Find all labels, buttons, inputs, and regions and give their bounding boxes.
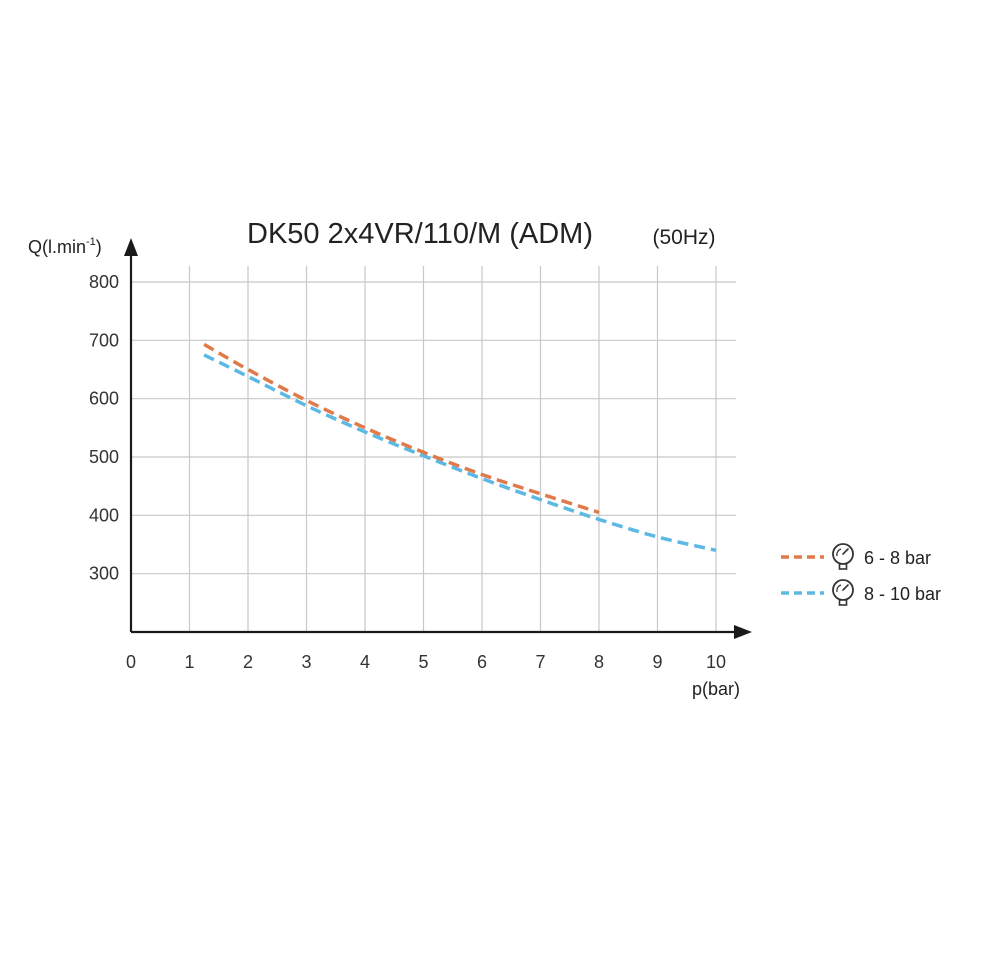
- pressure-gauge-icon: [832, 543, 854, 570]
- y-tick-label: 300: [89, 564, 119, 584]
- y-axis-label-close: ): [96, 237, 102, 257]
- y-axis-arrow: [124, 238, 138, 256]
- y-tick-label: 500: [89, 447, 119, 467]
- series: [203, 342, 717, 553]
- x-tick-label: 8: [594, 652, 604, 672]
- x-tick-label: 9: [652, 652, 662, 672]
- chart-subtitle: (50Hz): [652, 226, 715, 249]
- tick-labels: 0 1 2 3 4 5 6 7 8 9 10 300 400 500 600 700 800: [89, 272, 726, 672]
- legend-item: 8 - 10 bar: [781, 579, 941, 606]
- x-tick-label: 0: [126, 652, 136, 672]
- x-tick-label: 2: [243, 652, 253, 672]
- series-line-2: [203, 353, 717, 553]
- y-tick-label: 700: [89, 330, 119, 350]
- x-tick-label: 6: [477, 652, 487, 672]
- grid: [131, 266, 736, 632]
- x-tick-label: 4: [360, 652, 370, 672]
- pressure-gauge-icon: [832, 579, 854, 606]
- legend-item: 6 - 8 bar: [781, 543, 931, 570]
- chart-title: DK50 2x4VR/110/M (ADM): [247, 218, 593, 250]
- y-axis-label: Q(l.min-1): [28, 236, 102, 257]
- legend-label: 8 - 10 bar: [864, 584, 941, 604]
- x-tick-label: 5: [418, 652, 428, 672]
- axes: [124, 238, 752, 639]
- y-axis-label-sup: -1: [86, 236, 96, 248]
- y-tick-label: 600: [89, 389, 119, 409]
- y-tick-label: 400: [89, 505, 119, 525]
- x-axis-arrow: [734, 625, 752, 639]
- x-tick-label: 10: [706, 652, 726, 672]
- x-tick-label: 1: [184, 652, 194, 672]
- x-axis-label: p(bar): [692, 679, 740, 699]
- legend: 6 - 8 bar 8 - 10 bar: [781, 543, 941, 606]
- series-line-1: [203, 342, 600, 515]
- y-tick-label: 800: [89, 272, 119, 292]
- y-axis-label-main: Q(l.min: [28, 237, 86, 257]
- x-tick-label: 3: [301, 652, 311, 672]
- legend-label: 6 - 8 bar: [864, 548, 931, 568]
- x-tick-label: 7: [535, 652, 545, 672]
